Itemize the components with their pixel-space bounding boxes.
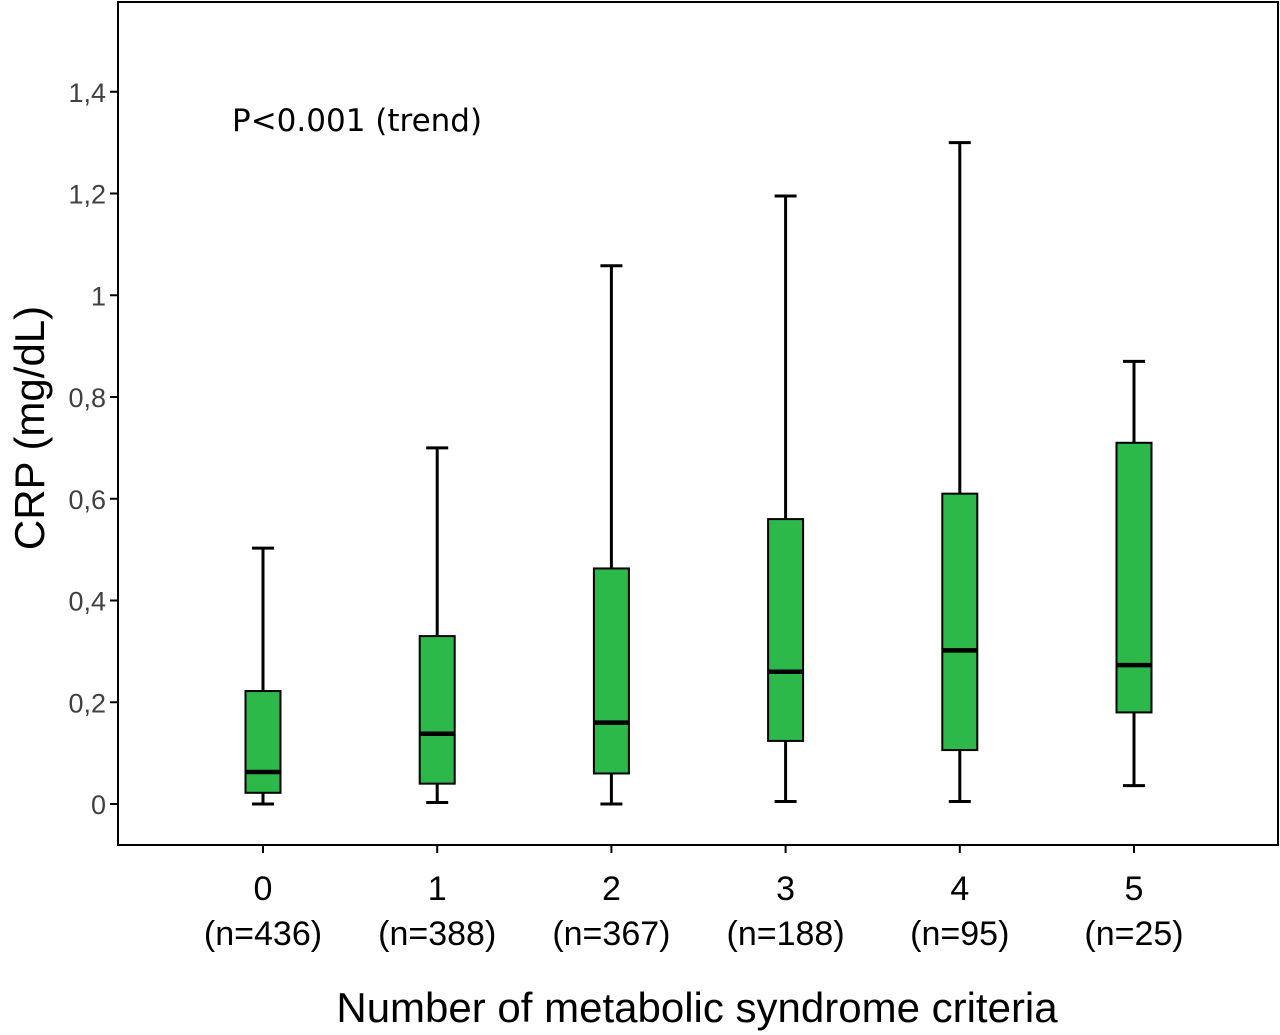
x-axis-title: Number of metabolic syndrome criteria: [336, 984, 1058, 1031]
y-tick-label: 1: [91, 281, 106, 311]
x-tick-label: 3: [776, 870, 795, 908]
y-tick-label: 1,2: [68, 180, 106, 210]
x-sample-size-label: (n=188): [727, 915, 845, 953]
trend-annotation: P<0.001 (trend): [232, 103, 482, 139]
iqr-box: [941, 492, 979, 752]
box-2: [592, 264, 630, 806]
y-axis-title: CRP (mg/dL): [6, 306, 53, 550]
x-sample-size-label: (n=388): [378, 915, 496, 953]
iqr-box: [767, 518, 805, 742]
y-tick-label: 0,8: [68, 383, 106, 413]
x-tick-label: 0: [254, 870, 273, 908]
y-tick-label: 0,6: [68, 485, 106, 515]
x-tick-label: 4: [950, 870, 969, 908]
iqr-box: [1115, 441, 1153, 714]
iqr-box: [418, 635, 456, 785]
x-sample-size-label: (n=95): [910, 915, 1009, 953]
iqr-box: [244, 690, 282, 794]
x-sample-size-label: (n=25): [1084, 915, 1183, 953]
box-4: [941, 141, 979, 803]
x-tick-label: 2: [602, 870, 621, 908]
x-tick-label: 1: [428, 870, 447, 908]
plot-frame: [117, 1, 1279, 846]
y-tick-label: 0,4: [68, 587, 106, 617]
box-5: [1115, 359, 1153, 788]
iqr-box: [592, 567, 630, 775]
x-tick-label: 5: [1125, 870, 1144, 908]
x-sample-size-label: (n=436): [204, 915, 322, 953]
y-tick-label: 0,2: [68, 688, 106, 718]
x-axis: 0 (n=436) 1 (n=388) 2 (n=367) 3 (n=188) 4 (n=95) 5…: [204, 845, 1184, 953]
x-sample-size-label: (n=367): [552, 915, 670, 953]
boxes-group: [244, 141, 1153, 806]
y-axis: 0 0,2 0,4 0,6 0,8 1 1,2 1,4: [68, 78, 118, 820]
box-1: [418, 446, 456, 804]
y-tick-label: 1,4: [68, 78, 106, 108]
y-tick-label: 0: [91, 790, 106, 820]
box-0: [244, 546, 282, 806]
box-3: [767, 194, 805, 803]
